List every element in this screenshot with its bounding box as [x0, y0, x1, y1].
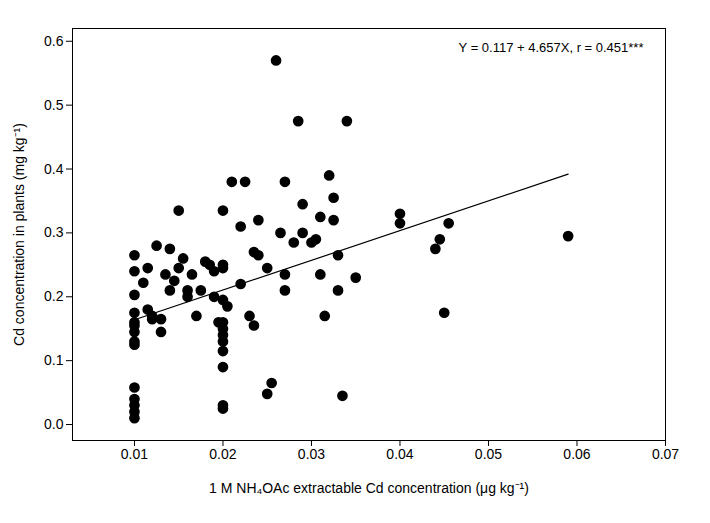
- svg-text:0.4: 0.4: [44, 161, 64, 177]
- svg-text:0.6: 0.6: [44, 33, 64, 49]
- svg-text:0.03: 0.03: [298, 446, 325, 462]
- svg-text:0.06: 0.06: [563, 446, 590, 462]
- svg-text:1 M NH₄OAc extractable Cd conc: 1 M NH₄OAc extractable Cd concentration …: [209, 480, 529, 496]
- svg-text:0.02: 0.02: [209, 446, 236, 462]
- svg-text:Y = 0.117 + 4.657X, r = 0.451*: Y = 0.117 + 4.657X, r = 0.451***: [459, 40, 644, 55]
- svg-text:0.01: 0.01: [121, 446, 148, 462]
- svg-text:0.05: 0.05: [475, 446, 502, 462]
- svg-text:0.5: 0.5: [44, 97, 64, 113]
- svg-text:0.2: 0.2: [44, 288, 64, 304]
- svg-text:0.1: 0.1: [44, 352, 64, 368]
- svg-text:0.0: 0.0: [44, 416, 64, 432]
- svg-text:0.04: 0.04: [386, 446, 413, 462]
- svg-text:Cd concentration in plants (mg: Cd concentration in plants (mg kg⁻¹): [11, 123, 27, 346]
- svg-text:0.3: 0.3: [44, 224, 64, 240]
- svg-text:0.07: 0.07: [652, 446, 679, 462]
